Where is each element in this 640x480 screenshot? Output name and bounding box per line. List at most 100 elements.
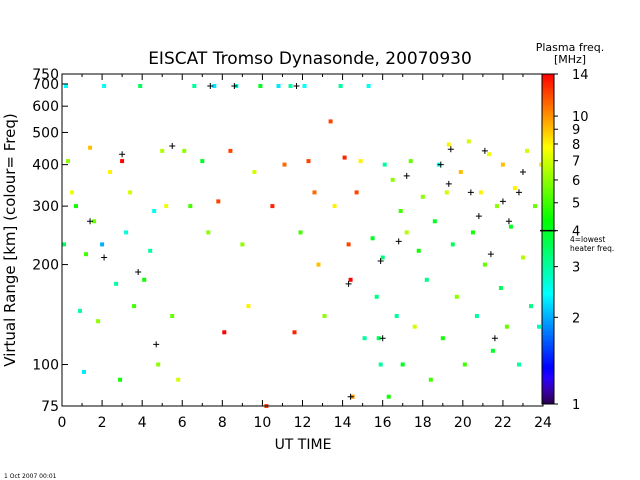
colorbar-band bbox=[542, 346, 554, 348]
colorbar-band bbox=[542, 199, 554, 201]
colorbar-band bbox=[542, 353, 554, 355]
colorbar-band bbox=[542, 364, 554, 366]
colorbar-band bbox=[542, 244, 554, 246]
colorbar-band bbox=[542, 246, 554, 248]
colorbar-band bbox=[542, 186, 554, 188]
colorbar-band bbox=[542, 122, 554, 124]
colorbar-marker-label-2: heater freq. bbox=[570, 244, 614, 253]
colorbar-band bbox=[542, 399, 554, 401]
colorbar-band bbox=[542, 333, 554, 335]
data-point bbox=[312, 190, 317, 195]
data-point bbox=[228, 148, 233, 153]
y-tick-label: 500 bbox=[32, 125, 59, 141]
x-tick-label: 16 bbox=[374, 415, 392, 431]
colorbar-band bbox=[542, 277, 554, 279]
colorbar-band bbox=[542, 297, 554, 299]
colorbar-tick-label: 7 bbox=[572, 155, 580, 170]
colorbar-band bbox=[542, 125, 554, 127]
colorbar-band bbox=[542, 391, 554, 393]
data-point bbox=[450, 242, 455, 247]
colorbar-band bbox=[542, 193, 554, 195]
colorbar-band bbox=[542, 307, 554, 309]
echo-marker bbox=[119, 151, 126, 158]
colorbar-band bbox=[542, 338, 554, 340]
data-point bbox=[138, 84, 143, 88]
colorbar-band bbox=[542, 139, 554, 141]
data-point bbox=[182, 148, 187, 153]
colorbar-band bbox=[542, 195, 554, 197]
colorbar-band bbox=[542, 166, 554, 168]
x-tick-label: 4 bbox=[138, 415, 147, 431]
colorbar-band bbox=[542, 348, 554, 350]
plot-frame bbox=[61, 73, 544, 407]
colorbar-band bbox=[542, 382, 554, 384]
colorbar-band bbox=[542, 77, 554, 79]
colorbar-band bbox=[542, 222, 554, 224]
colorbar-band bbox=[542, 228, 554, 230]
colorbar-band bbox=[542, 194, 554, 196]
colorbar-unit: [MHz] bbox=[554, 53, 586, 66]
colorbar-band bbox=[542, 394, 554, 396]
data-point bbox=[74, 204, 78, 209]
data-point bbox=[84, 252, 88, 257]
y-tick-label: 400 bbox=[32, 158, 59, 174]
x-axis-label: UT TIME bbox=[275, 437, 332, 453]
colorbar-band bbox=[542, 280, 554, 282]
colorbar-band bbox=[542, 175, 554, 177]
colorbar-band bbox=[542, 140, 554, 142]
colorbar-band bbox=[542, 192, 554, 194]
colorbar-band bbox=[542, 79, 554, 81]
plot-area bbox=[62, 83, 543, 408]
colorbar-band bbox=[542, 223, 554, 225]
echo-marker bbox=[519, 169, 526, 176]
colorbar-band bbox=[542, 385, 554, 387]
colorbar-band bbox=[542, 293, 554, 295]
colorbar-band bbox=[542, 93, 554, 95]
colorbar-band bbox=[542, 401, 554, 403]
colorbar-band bbox=[542, 133, 554, 135]
colorbar-band bbox=[542, 187, 554, 189]
colorbar-band bbox=[542, 392, 554, 394]
colorbar-band bbox=[542, 75, 554, 77]
colorbar-band bbox=[542, 396, 554, 398]
colorbar-band bbox=[542, 213, 554, 215]
y-tick-label: 600 bbox=[32, 99, 59, 115]
data-point bbox=[529, 304, 533, 309]
colorbar-band bbox=[542, 306, 554, 308]
colorbar-band bbox=[542, 386, 554, 388]
colorbar-band bbox=[542, 217, 554, 219]
colorbar-band bbox=[542, 167, 554, 169]
colorbar-band bbox=[542, 219, 554, 221]
colorbar-band bbox=[542, 329, 554, 331]
colorbar-band bbox=[542, 168, 554, 170]
colorbar-band bbox=[542, 87, 554, 89]
chart-title: EISCAT Tromso Dynasonde, 20070930 bbox=[148, 49, 472, 69]
colorbar-band bbox=[542, 89, 554, 91]
data-point bbox=[374, 294, 379, 299]
colorbar-band bbox=[542, 374, 554, 376]
data-point bbox=[440, 336, 445, 341]
colorbar-band bbox=[542, 283, 554, 285]
y-tick-label: 75 bbox=[41, 399, 59, 415]
colorbar-band bbox=[542, 400, 554, 402]
data-point bbox=[478, 190, 483, 195]
colorbar-title: Plasma freq. bbox=[536, 41, 605, 54]
colorbar-band bbox=[542, 82, 554, 84]
echo-marker bbox=[101, 254, 108, 261]
colorbar-band bbox=[542, 104, 554, 106]
data-point bbox=[298, 230, 303, 235]
colorbar-band bbox=[542, 339, 554, 341]
colorbar-band bbox=[542, 288, 554, 290]
colorbar-band bbox=[542, 261, 554, 263]
colorbar-band bbox=[542, 236, 554, 238]
colorbar-band bbox=[542, 118, 554, 120]
colorbar-band bbox=[542, 354, 554, 356]
colorbar-band bbox=[542, 378, 554, 380]
data-point bbox=[70, 190, 74, 195]
colorbar-band bbox=[542, 94, 554, 96]
colorbar-band bbox=[542, 393, 554, 395]
data-point bbox=[432, 219, 437, 224]
data-point bbox=[258, 84, 263, 88]
data-point bbox=[192, 84, 197, 88]
